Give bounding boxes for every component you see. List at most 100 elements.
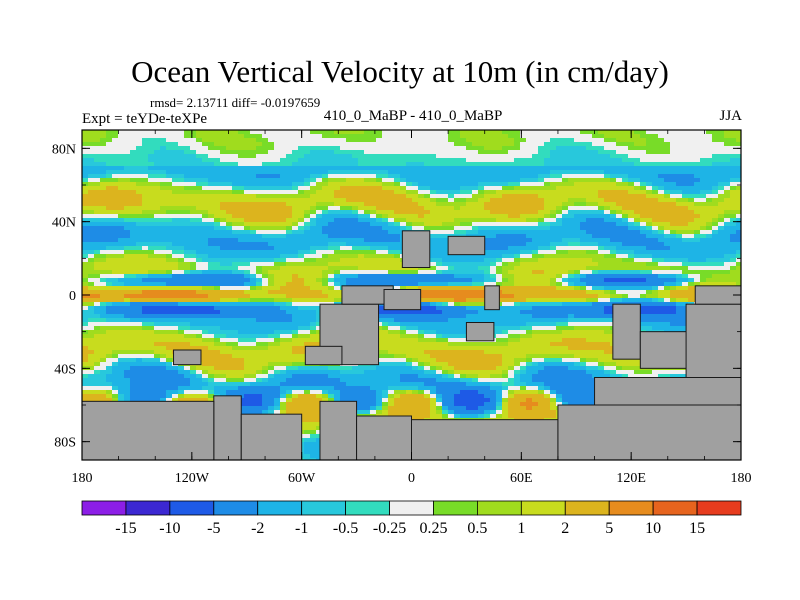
field-cell — [280, 318, 287, 323]
field-cell — [376, 406, 383, 411]
field-cell — [232, 134, 239, 139]
field-cell — [154, 166, 161, 171]
field-cell — [304, 298, 311, 303]
field-cell — [106, 354, 113, 359]
field-cell — [88, 358, 95, 363]
field-cell — [412, 162, 419, 167]
field-cell — [244, 314, 251, 319]
field-cell — [166, 190, 173, 195]
field-cell — [154, 138, 161, 143]
field-cell — [436, 282, 443, 287]
field-cell — [106, 366, 113, 371]
field-cell — [148, 270, 155, 275]
field-cell — [370, 218, 377, 223]
field-cell — [292, 358, 299, 363]
field-cell — [436, 150, 443, 155]
field-cell — [166, 354, 173, 359]
field-cell — [184, 322, 191, 327]
field-cell — [166, 366, 173, 371]
field-cell — [280, 230, 287, 235]
field-cell — [202, 362, 209, 367]
field-cell — [292, 138, 299, 143]
field-cell — [196, 310, 203, 315]
field-cell — [376, 338, 383, 343]
field-cell — [208, 230, 215, 235]
field-cell — [178, 394, 185, 399]
field-cell — [430, 262, 437, 267]
field-cell — [340, 146, 347, 151]
field-cell — [88, 370, 95, 375]
field-cell — [316, 138, 323, 143]
field-cell — [262, 190, 269, 195]
field-cell — [160, 346, 167, 351]
field-cell — [130, 258, 137, 263]
field-cell — [118, 374, 125, 379]
field-cell — [226, 294, 233, 299]
field-cell — [184, 242, 191, 247]
field-cell — [370, 234, 377, 239]
field-cell — [280, 390, 287, 395]
field-cell — [316, 234, 323, 239]
field-cell — [262, 210, 269, 215]
field-cell — [94, 194, 101, 199]
field-cell — [106, 150, 113, 155]
field-cell — [406, 210, 413, 215]
field-cell — [208, 190, 215, 195]
field-cell — [154, 370, 161, 375]
field-cell — [268, 186, 275, 191]
field-cell — [82, 130, 89, 135]
field-cell — [88, 310, 95, 315]
field-cell — [208, 314, 215, 319]
field-cell — [424, 306, 431, 311]
field-cell — [310, 206, 317, 211]
field-cell — [382, 130, 389, 135]
field-cell — [82, 358, 89, 363]
field-cell — [232, 162, 239, 167]
field-cell — [100, 366, 107, 371]
field-cell — [370, 270, 377, 275]
field-cell — [436, 206, 443, 211]
field-cell — [430, 254, 437, 259]
field-cell — [280, 222, 287, 227]
field-cell — [430, 290, 437, 295]
field-cell — [394, 150, 401, 155]
field-cell — [178, 210, 185, 215]
field-cell — [274, 142, 281, 147]
field-cell — [154, 350, 161, 355]
field-cell — [220, 238, 227, 243]
field-cell — [304, 442, 311, 447]
field-cell — [256, 354, 263, 359]
field-cell — [286, 410, 293, 415]
field-cell — [310, 182, 317, 187]
field-cell — [106, 270, 113, 275]
field-cell — [346, 374, 353, 379]
field-cell — [328, 298, 335, 303]
field-cell — [304, 338, 311, 343]
field-cell — [232, 286, 239, 291]
field-cell — [178, 326, 185, 331]
field-cell — [250, 142, 257, 147]
field-cell — [256, 330, 263, 335]
field-cell — [394, 258, 401, 263]
field-cell — [292, 250, 299, 255]
field-cell — [178, 330, 185, 335]
field-cell — [352, 278, 359, 283]
field-cell — [262, 222, 269, 227]
field-cell — [328, 214, 335, 219]
field-cell — [250, 410, 257, 415]
field-cell — [220, 206, 227, 211]
field-cell — [436, 402, 443, 407]
field-cell — [190, 150, 197, 155]
field-cell — [382, 226, 389, 231]
field-cell — [412, 390, 419, 395]
field-cell — [418, 142, 425, 147]
field-cell — [292, 202, 299, 207]
field-cell — [334, 178, 341, 183]
field-cell — [190, 134, 197, 139]
field-cell — [166, 222, 173, 227]
field-cell — [292, 338, 299, 343]
field-cell — [238, 326, 245, 331]
field-cell — [310, 386, 317, 391]
field-cell — [418, 302, 425, 307]
field-cell — [430, 282, 437, 287]
